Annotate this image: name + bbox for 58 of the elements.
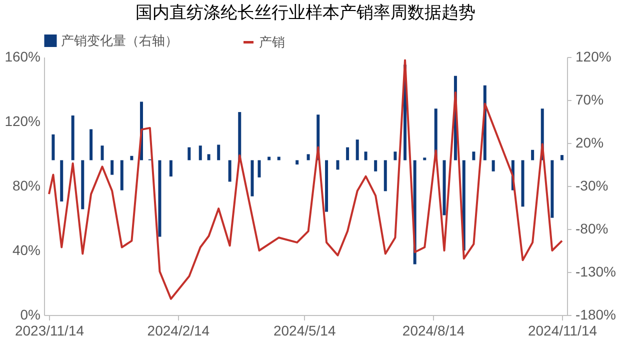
- bar: [198, 146, 202, 160]
- y2-tick-label: -30%: [576, 178, 608, 194]
- y2-tick-label: 70%: [576, 92, 604, 108]
- bar: [238, 112, 242, 160]
- y2-tick-label: -130%: [576, 264, 616, 280]
- bar: [60, 160, 64, 202]
- bar: [384, 160, 387, 192]
- x-tick-label: 2023/11/14: [14, 322, 84, 338]
- bar: [130, 156, 134, 160]
- x-tick-label: 2024/11/14: [528, 322, 598, 338]
- bar: [296, 160, 299, 164]
- x-tick-label: 2024/8/14: [402, 322, 465, 338]
- y-tick-label: 80%: [12, 178, 40, 194]
- legend-label: 产销变化量（右轴）: [61, 32, 178, 48]
- bar: [374, 160, 378, 172]
- y2-tick-label: 20%: [576, 134, 604, 150]
- legend-label: 产销: [259, 34, 285, 50]
- bar: [356, 140, 359, 160]
- bar: [207, 154, 210, 160]
- y-tick-label: 0%: [20, 306, 40, 322]
- x-tick-label: 2024/5/14: [273, 322, 336, 338]
- y-tick-label: 120%: [4, 113, 40, 129]
- bar: [521, 160, 524, 207]
- y2-tick-label: -180%: [576, 306, 616, 322]
- bar: [472, 152, 476, 160]
- bar: [100, 146, 104, 160]
- y-tick-label: 40%: [12, 242, 40, 258]
- bar: [560, 155, 564, 160]
- line-series: [48, 59, 563, 300]
- bar: [346, 147, 350, 160]
- bar: [325, 160, 328, 212]
- bar: [110, 160, 114, 175]
- bar: [81, 160, 84, 210]
- bar: [258, 160, 261, 178]
- bar: [52, 134, 55, 160]
- bar: [364, 152, 368, 160]
- bar: [531, 150, 534, 160]
- chart-title: 国内直纺涤纶长丝行业样本产销率周数据趋势: [136, 3, 476, 22]
- bar: [71, 115, 74, 160]
- bar: [90, 129, 93, 160]
- bar: [158, 160, 162, 237]
- bar: [188, 147, 191, 160]
- bar: [306, 154, 310, 160]
- bar: [250, 160, 254, 196]
- bar: [442, 160, 446, 216]
- x-tick-label: 2024/2/14: [147, 322, 210, 338]
- bar: [492, 160, 495, 172]
- y-tick-label: 160%: [4, 48, 40, 64]
- bar: [228, 160, 232, 182]
- bar: [217, 144, 220, 160]
- bar: [423, 158, 426, 160]
- bar: [169, 160, 172, 177]
- y2-tick-label: -80%: [576, 220, 608, 236]
- y2-tick-label: 120%: [576, 48, 612, 64]
- bar: [394, 152, 397, 160]
- bar: [336, 160, 340, 170]
- bar: [550, 160, 554, 218]
- bar: [120, 160, 124, 190]
